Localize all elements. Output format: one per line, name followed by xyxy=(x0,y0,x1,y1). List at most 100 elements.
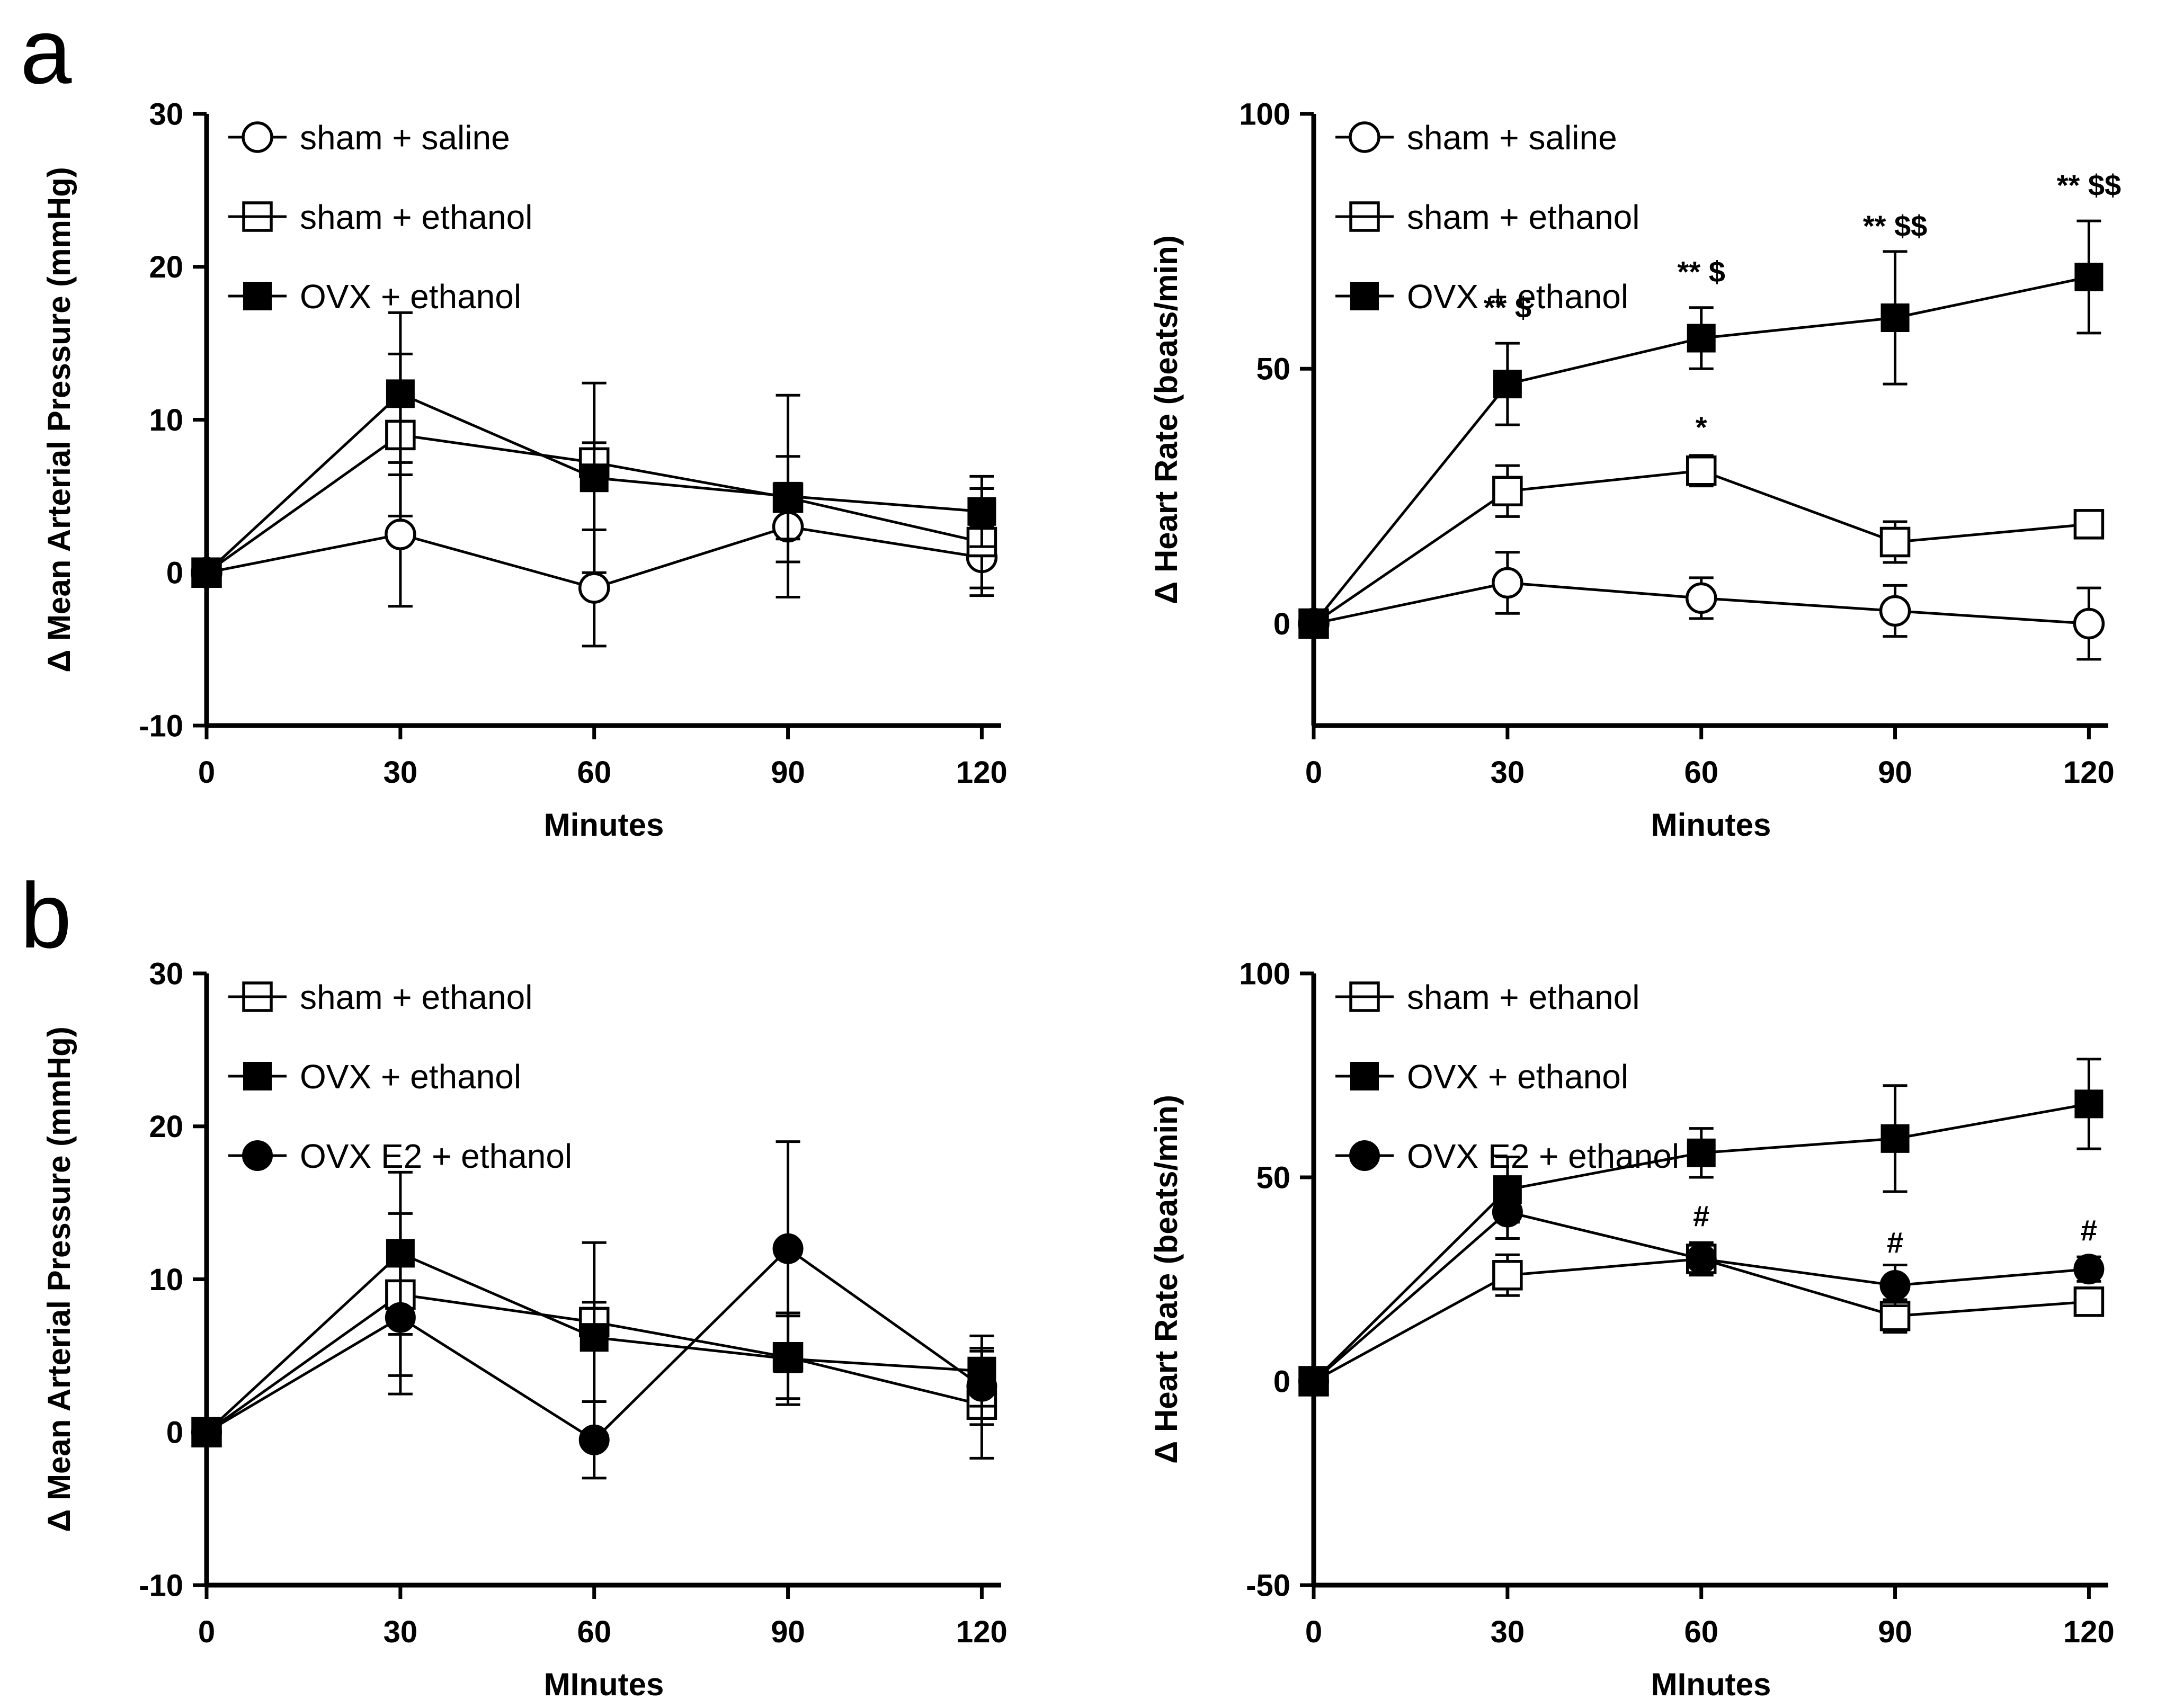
y-tick-label: 30 xyxy=(149,956,183,991)
significance-annotation: ** $$ xyxy=(2057,168,2121,202)
y-axis-title: Δ Mean Arterial Pressure (mmHg) xyxy=(41,1026,77,1532)
x-tick-label: 60 xyxy=(577,755,611,790)
circle-filled-marker xyxy=(385,1302,416,1333)
legend-label: OVX E2 + ethanol xyxy=(1407,1137,1679,1175)
series-sham-saline xyxy=(1298,551,2105,661)
legend-item-ovx-e2-ethanol: OVX E2 + ethanol xyxy=(1335,1137,1679,1175)
legend-item-ovx-ethanol: OVX + ethanol xyxy=(1335,1058,1628,1096)
legend-label: OVX + ethanol xyxy=(300,278,521,316)
legend-item-sham-ethanol: sham + ethanol xyxy=(1335,978,1639,1016)
y-tick-label: -10 xyxy=(139,709,183,743)
legend-item-sham-ethanol: sham + ethanol xyxy=(228,198,532,236)
x-tick-label: 90 xyxy=(771,1615,805,1649)
square-filled-marker xyxy=(243,1062,272,1090)
x-tick-label: 90 xyxy=(771,755,805,790)
significance-annotation: # xyxy=(1693,1199,1709,1232)
y-tick-label: -10 xyxy=(139,1568,183,1603)
x-tick-label: 60 xyxy=(1684,1615,1718,1649)
x-axis-title: Minutes xyxy=(544,807,664,843)
circle-filled-marker xyxy=(1349,1140,1380,1171)
legend-label: sham + ethanol xyxy=(1407,198,1639,236)
map-chart-panel-a: -10 0 10 20 30 0 30 60 90 120 Minutes Δ Mean Arteri… xyxy=(41,97,1008,843)
legend: sham + ethanol OVX + ethanol OVX E2 + etha… xyxy=(228,978,572,1175)
panel-label-a: a xyxy=(20,0,72,103)
x-tick-label: 30 xyxy=(384,755,418,790)
y-tick-label: 10 xyxy=(149,1263,183,1297)
series-line xyxy=(1313,1257,2089,1383)
y-tick-label: -50 xyxy=(1246,1568,1290,1603)
y-axis-title: Δ Mean Arterial Pressure (mmHg) xyxy=(41,167,77,673)
square-filled-marker xyxy=(967,497,996,526)
legend-label: OVX + ethanol xyxy=(300,1058,521,1096)
square-filled-marker xyxy=(1350,282,1379,310)
x-tick-label: 60 xyxy=(577,1615,611,1649)
axes: 0 50 100 0 30 60 90 120 xyxy=(1239,97,2115,790)
circle-open-marker xyxy=(385,518,416,550)
x-axis-title: Minutes xyxy=(1651,807,1771,843)
legend-label: sham + ethanol xyxy=(1407,978,1639,1016)
square-filled-marker xyxy=(1299,609,1328,638)
square-filled-marker xyxy=(2074,1089,2103,1119)
circle-open-marker xyxy=(1492,567,1523,599)
legend-item-sham-saline: sham + saline xyxy=(228,119,510,157)
square-filled-marker xyxy=(773,481,803,511)
circle-open-marker xyxy=(2073,607,2105,640)
circle-open-marker xyxy=(1349,121,1380,153)
square-filled-marker xyxy=(2074,263,2103,291)
x-tick-label: 120 xyxy=(956,1615,1008,1649)
panel-b-map-chart-cell: -10 0 10 20 30 0 30 60 90 120 MInutes Δ Mean Arteri… xyxy=(32,931,1041,1708)
legend-label: OVX E2 + ethanol xyxy=(300,1137,572,1175)
series-ovx-ethanol xyxy=(1299,219,2103,638)
square-filled-marker xyxy=(243,282,272,310)
y-tick-label: 0 xyxy=(1273,1364,1290,1399)
square-filled-marker xyxy=(1880,1124,1910,1153)
significance-annotation: # xyxy=(1887,1226,1903,1259)
x-tick-label: 90 xyxy=(1878,1615,1912,1649)
y-axis-title: Δ Heart Rate (beats/min) xyxy=(1148,1095,1184,1464)
y-tick-label: 20 xyxy=(149,1110,183,1144)
circle-filled-marker xyxy=(1298,1366,1329,1397)
circle-filled-marker xyxy=(966,1371,997,1402)
y-tick-label: 50 xyxy=(1256,352,1290,387)
circle-filled-marker xyxy=(242,1140,273,1171)
x-tick-label: 0 xyxy=(1305,1615,1322,1649)
legend: sham + saline sham + ethanol OVX + ethanol xyxy=(1335,119,1639,316)
square-open-marker xyxy=(1686,455,1717,486)
x-tick-label: 0 xyxy=(198,755,215,790)
square-open-marker xyxy=(1492,476,1523,506)
circle-open-marker xyxy=(1685,582,1717,614)
panel-b-heart-rate-chart-cell: -50 0 50 100 0 30 60 90 120 MInutes Δ Heart Rate (… xyxy=(1139,931,2149,1708)
axes: -10 0 10 20 30 0 30 60 90 120 xyxy=(139,956,1008,1649)
legend-label: sham + saline xyxy=(1407,119,1617,157)
square-filled-marker xyxy=(1687,1138,1716,1167)
legend-item-ovx-e2-ethanol: OVX E2 + ethanol xyxy=(228,1137,572,1175)
y-tick-label: 100 xyxy=(1239,97,1290,131)
panel-a-map-chart-cell: -10 0 10 20 30 0 30 60 90 120 Minutes Δ Mean Arteri… xyxy=(32,71,1041,850)
significance-annotation: ** $ xyxy=(1484,291,1531,324)
legend-label: OVX + ethanol xyxy=(1407,1058,1628,1096)
series-ovx-ethanol xyxy=(192,311,996,598)
legend-label: sham + saline xyxy=(300,119,510,157)
circle-filled-marker xyxy=(578,1424,610,1455)
square-filled-marker xyxy=(1687,324,1716,353)
axes: -50 0 50 100 0 30 60 90 120 xyxy=(1239,956,2115,1649)
legend-label: sham + ethanol xyxy=(300,978,532,1016)
x-axis-title: MInutes xyxy=(1651,1667,1771,1702)
x-tick-label: 0 xyxy=(198,1615,215,1649)
square-filled-marker xyxy=(1493,370,1522,399)
x-tick-label: 120 xyxy=(956,755,1008,790)
map-chart-panel-b: -10 0 10 20 30 0 30 60 90 120 MInutes Δ Mean Arteri… xyxy=(41,956,1008,1702)
x-tick-label: 30 xyxy=(1491,1615,1525,1649)
x-tick-label: 90 xyxy=(1878,755,1912,790)
series-ovx-e2-ethanol xyxy=(1298,1184,2105,1397)
square-open-marker xyxy=(2073,1286,2105,1317)
significance-annotation: # xyxy=(2081,1213,2097,1247)
x-tick-label: 30 xyxy=(1491,755,1525,790)
circle-filled-marker xyxy=(191,1417,222,1448)
heart-rate-chart-panel-b: -50 0 50 100 0 30 60 90 120 MInutes Δ Heart Rate (… xyxy=(1148,956,2115,1702)
square-open-marker xyxy=(1492,1260,1523,1291)
circle-filled-marker xyxy=(2073,1254,2105,1285)
legend-label: sham + ethanol xyxy=(300,198,532,236)
square-filled-marker xyxy=(1350,1062,1379,1090)
